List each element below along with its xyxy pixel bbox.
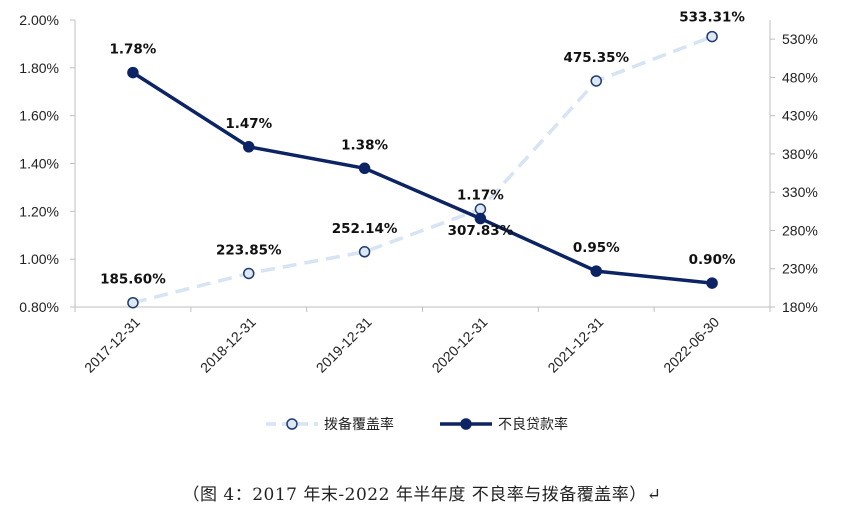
left-tick-label: 1.20% [19, 203, 59, 219]
left-tick-label: 1.00% [19, 251, 59, 267]
x-tick-label: 2019-12-31 [313, 314, 375, 376]
data-labels: 185.60% 223.85% 252.14% 307.83% 475.35% 533.3… [100, 10, 745, 288]
provision-coverage-label: 475.35% [563, 50, 629, 66]
provision-coverage-point [243, 267, 255, 280]
left-tick-label: 0.80% [19, 299, 59, 315]
provision-coverage-point [474, 203, 487, 215]
right-tick-label: 180% [782, 299, 818, 315]
x-tick-label: 2017-12-31 [81, 314, 143, 376]
series-line-npl-ratio [131, 71, 713, 285]
right-y-axis: 180% 230% 280% 330% 380% 430% 480% 530% [769, 20, 818, 315]
npl-ratio-label: 1.47% [225, 116, 272, 132]
x-axis: 2017-12-31 2018-12-31 2019-12-31 2020-12-31… [74, 306, 771, 376]
npl-ratio-label: 0.95% [573, 240, 620, 256]
left-y-axis: 0.80% 1.00% 1.20% 1.40% 1.60% 1.80% 2.00% [19, 12, 76, 315]
legend-npl-ratio-label: 不良贷款率 [498, 416, 568, 433]
right-tick-label: 430% [782, 108, 818, 124]
left-tick-label: 1.60% [19, 108, 59, 124]
legend-provision-coverage-label: 拨备覆盖率 [324, 416, 394, 433]
left-tick-label: 2.00% [19, 12, 59, 28]
left-tick-label: 1.40% [19, 156, 59, 172]
npl-ratio-point [127, 66, 139, 79]
legend-npl-ratio-marker [460, 418, 472, 430]
npl-ratio-label: 0.90% [689, 252, 736, 268]
right-tick-label: 530% [782, 31, 818, 47]
x-tick-label: 2020-12-31 [429, 314, 491, 376]
right-tick-label: 230% [782, 261, 818, 277]
x-tick-label: 2022-06-30 [660, 314, 722, 376]
right-tick-label: 280% [782, 222, 818, 238]
legend: 拨备覆盖率 不良贷款率 [266, 416, 568, 433]
provision-coverage-point [706, 30, 718, 43]
provision-coverage-label: 307.83% [448, 223, 514, 239]
provision-coverage-point [590, 75, 602, 87]
figure-caption: （图 4：2017 年末-2022 年半年度 不良率与拨备覆盖率）↵ [182, 485, 662, 505]
right-tick-label: 480% [782, 69, 818, 85]
right-tick-label: 330% [782, 184, 818, 200]
npl-ratio-label: 1.78% [109, 42, 156, 58]
provision-coverage-label: 223.85% [216, 242, 282, 258]
npl-ratio-point [706, 277, 718, 289]
x-tick-label: 2021-12-31 [544, 314, 606, 376]
provision-coverage-label: 185.60% [100, 272, 166, 288]
npl-ratio-point [590, 265, 602, 277]
provision-coverage-point [127, 296, 139, 309]
right-tick-label: 380% [782, 146, 818, 162]
npl-ratio-point [474, 212, 487, 225]
npl-ratio-point [358, 162, 371, 175]
provision-coverage-point [358, 246, 371, 258]
line-chart: 0.80% 1.00% 1.20% 1.40% 1.60% 1.80% 2.00% 180%… [19, 10, 818, 433]
series-lines [131, 34, 713, 305]
legend-provision-coverage-marker [286, 418, 298, 430]
npl-ratio-label: 1.38% [341, 137, 388, 153]
series-line-provision-coverage [132, 34, 713, 305]
npl-ratio-point [243, 141, 255, 153]
provision-coverage-label: 252.14% [332, 221, 398, 237]
x-tick-label: 2018-12-31 [197, 314, 259, 376]
npl-ratio-label: 1.17% [457, 188, 504, 204]
left-tick-label: 1.80% [19, 60, 59, 76]
series-markers [127, 30, 718, 309]
provision-coverage-label: 533.31% [679, 10, 745, 26]
